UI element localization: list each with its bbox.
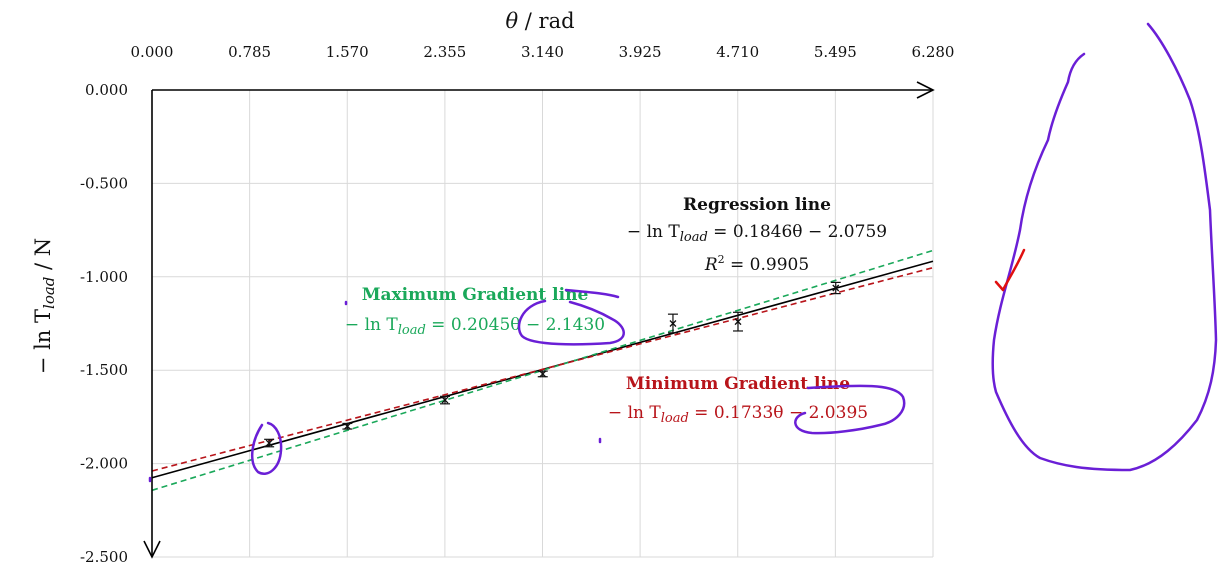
y-tick-label: 0.000 (85, 81, 128, 99)
minimum-gradient-annotation: Minimum Gradient line − ln Tload = 0.173… (608, 374, 868, 426)
ink-circle-min-label (794, 384, 906, 435)
x-tick-label: 3.925 (619, 43, 662, 61)
ink-stroke-max-label (564, 288, 620, 299)
y-tick-labels: 0.000 -0.500 -1.000 -1.500 -2.000 -2.500 (80, 81, 128, 566)
regression-title: Regression line (683, 195, 831, 215)
minimum-gradient-title: Minimum Gradient line (626, 374, 850, 394)
regression-equation: − ln Tload = 0.1846θ − 2.0759 (627, 222, 887, 245)
x-tick-label: 4.710 (716, 43, 759, 61)
regression-annotation: Regression line − ln Tload = 0.1846θ − 2… (627, 195, 887, 275)
ink-large-loop (991, 22, 1218, 472)
ink-annotations (148, 22, 1218, 483)
data-points (264, 281, 841, 448)
maximum-gradient-equation: − ln Tload = 0.2045θ − 2.1430 (345, 315, 605, 338)
x-axis-arrowhead (916, 81, 935, 99)
ink-red-tick (994, 248, 1026, 292)
data-point-cross (441, 396, 449, 404)
data-point-cross (669, 320, 677, 327)
y-tick-label: -2.500 (80, 548, 128, 566)
axes (143, 81, 935, 559)
data-point-cross (539, 370, 547, 378)
x-tick-label: 2.355 (423, 43, 466, 61)
x-tick-label: 1.570 (326, 43, 369, 61)
x-axis-title: θ / rad (505, 9, 574, 33)
ink-circle-max-label (517, 299, 625, 346)
data-point-cross (832, 284, 840, 292)
ink-circle-first-point (250, 421, 283, 475)
y-tick-label: -0.500 (80, 174, 128, 192)
x-tick-label: 0.000 (131, 43, 174, 61)
data-point-cross (265, 439, 273, 447)
maximum-gradient-title: Maximum Gradient line (362, 285, 589, 305)
y-axis-arrowhead (143, 540, 161, 559)
regression-r2: R2 = 0.9905 (704, 253, 809, 275)
minimum-gradient-equation: − ln Tload = 0.1733θ − 2.0395 (608, 403, 868, 426)
y-tick-label: -1.000 (80, 268, 128, 286)
x-tick-labels: 0.000 0.785 1.570 2.355 3.140 3.925 4.710 5.495… (131, 43, 955, 61)
x-tick-label: 6.280 (912, 43, 955, 61)
data-point-cross (734, 318, 742, 326)
maximum-gradient-annotation: Maximum Gradient line − ln Tload = 0.204… (345, 285, 605, 338)
data-point-cross (343, 422, 351, 430)
fit-line-minimum-gradient-line (151, 266, 934, 472)
y-axis-title: − ln Tload / N (31, 238, 58, 374)
x-tick-label: 5.495 (814, 43, 857, 61)
x-tick-label: 3.140 (521, 43, 564, 61)
y-tick-label: -1.500 (80, 361, 128, 379)
y-tick-label: -2.000 (80, 455, 128, 473)
fit-lines (151, 249, 934, 492)
fit-line-maximum-gradient-line (151, 249, 934, 492)
x-tick-label: 0.785 (228, 43, 271, 61)
